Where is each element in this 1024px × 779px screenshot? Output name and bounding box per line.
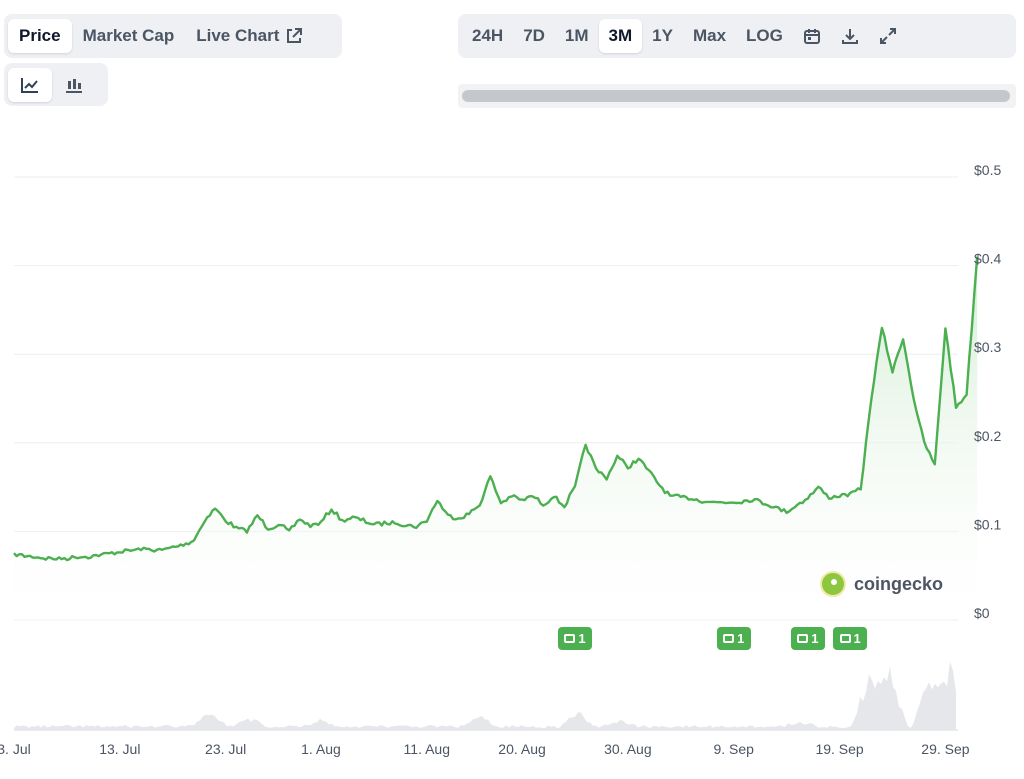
range-3m-button[interactable]: 3M (598, 19, 643, 53)
newspaper-icon (797, 634, 809, 643)
y-tick-label: $0 (974, 605, 990, 621)
tab-live-chart-label: Live Chart (196, 26, 280, 45)
fullscreen-button[interactable] (869, 19, 907, 53)
x-tick-label: 29. Sep (921, 741, 969, 757)
range-max-button[interactable]: Max (692, 26, 727, 45)
x-tick-label: 1. Aug (301, 741, 341, 757)
x-tick-label: 23. Jul (205, 741, 246, 757)
y-tick-label: $0.3 (974, 339, 1001, 355)
newspaper-icon (839, 634, 851, 643)
volume-area (14, 661, 956, 730)
coingecko-logo: coingecko (820, 571, 943, 597)
news-marker[interactable]: 1 (716, 627, 751, 650)
price-series-line (13, 256, 979, 562)
range-1y-button[interactable]: 1Y (652, 26, 673, 45)
tab-price[interactable]: Price (8, 19, 72, 53)
chart-type-toggle (4, 63, 108, 106)
line-chart-button[interactable] (8, 67, 52, 102)
tab-live-chart[interactable]: Live Chart (185, 19, 314, 53)
y-tick-label: $0.1 (974, 516, 1001, 532)
candlestick-button[interactable] (52, 68, 96, 102)
log-scale-button[interactable]: LOG (746, 26, 783, 45)
price-area-fill (14, 256, 978, 620)
range-1m-button[interactable]: 1M (564, 26, 589, 45)
y-tick-label: $0.5 (974, 162, 1001, 178)
download-icon (841, 29, 858, 44)
x-tick-label: 19. Sep (815, 741, 863, 757)
expand-icon (879, 28, 896, 44)
x-tick-label: 11. Aug (404, 741, 450, 757)
calendar-icon (803, 29, 820, 44)
range-24h-button[interactable]: 24H (472, 26, 504, 45)
x-tick-label: 13. Jul (99, 741, 140, 757)
newspaper-icon (723, 634, 735, 643)
news-count: 1 (853, 631, 861, 646)
newspaper-icon (564, 634, 576, 643)
news-count: 1 (811, 631, 819, 646)
news-marker[interactable]: 1 (833, 627, 868, 650)
news-count: 1 (578, 631, 586, 646)
download-button[interactable] (831, 19, 869, 53)
range-navigator-track[interactable] (458, 84, 1016, 108)
range-navigator-thumb[interactable] (462, 90, 1010, 102)
line-chart-icon (21, 77, 38, 93)
y-tick-label: $0.4 (974, 251, 1001, 267)
external-link-icon (287, 28, 303, 43)
range-7d-button[interactable]: 7D (523, 26, 545, 45)
news-marker[interactable]: 1 (790, 627, 825, 650)
price-view-tabs: Price Market Cap Live Chart (4, 14, 342, 58)
news-count: 1 (737, 631, 745, 646)
gecko-icon (820, 571, 846, 597)
logo-text: coingecko (854, 573, 944, 594)
x-tick-label: 9. Sep (713, 741, 754, 757)
x-tick-label: 30. Aug (604, 741, 652, 757)
tab-market-cap[interactable]: Market Cap (82, 26, 175, 45)
x-tick-label: 3. Jul (0, 741, 31, 757)
time-range-selector: 24H 7D 1M 3M 1Y Max LOG (458, 14, 1016, 58)
news-marker[interactable]: 1 (557, 627, 592, 650)
x-tick-label: 20. Aug (498, 741, 546, 757)
candlestick-icon (66, 78, 82, 93)
calendar-button[interactable] (793, 19, 831, 53)
y-tick-label: $0.2 (974, 428, 1001, 444)
